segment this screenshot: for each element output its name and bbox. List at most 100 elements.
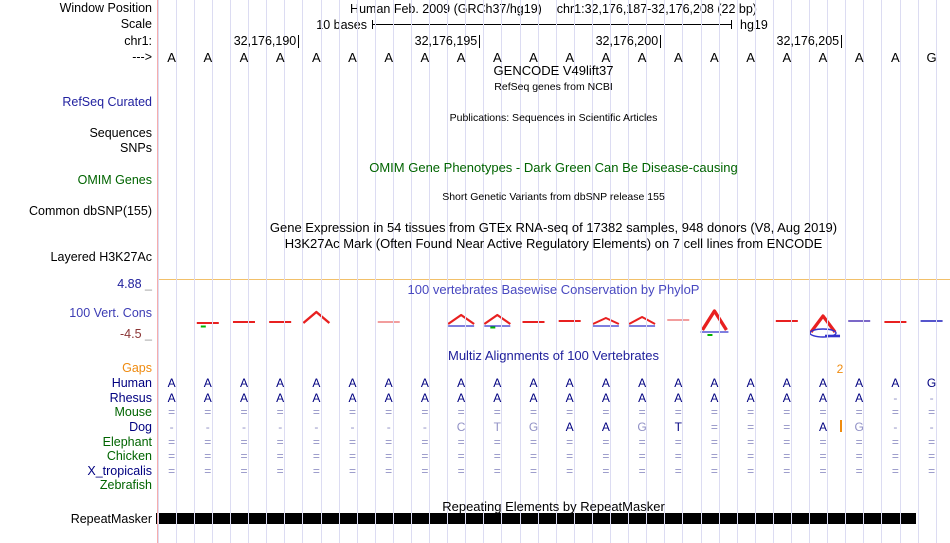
alignment-cell-chicken: = [674,449,682,463]
gridline [754,0,756,543]
alignment-cell-x_tropicalis: = [819,464,827,478]
alignment-cell-elephant: = [819,435,827,449]
alignment-cell-elephant: = [276,435,284,449]
base-letter: A [384,50,394,65]
gridline [338,0,340,543]
alignment-cell-x_tropicalis: = [493,464,501,478]
alignment-cell-mouse: = [168,405,176,419]
alignment-cell-elephant: = [421,435,429,449]
gridline [374,0,376,543]
track-label-human[interactable]: Human [111,376,152,390]
alignment-cell-dog: - [242,420,246,434]
h3k27ac-baseline[interactable] [157,279,950,280]
alignment-cell-mouse: = [747,405,755,419]
gridline [809,0,810,543]
gridline [429,0,430,543]
alignment-cell-human: A [203,376,212,390]
base-letter: A [203,50,213,65]
track-label-100-vert-cons[interactable]: 100 Vert. Cons [69,306,152,320]
track-label-snps[interactable]: SNPs [120,141,152,155]
base-letter: A [275,50,285,65]
track-label-repeatmasker[interactable]: RepeatMasker [70,512,152,526]
gridline [682,0,684,543]
gridline [881,0,883,543]
gridline [790,0,792,543]
gtex-title: Gene Expression in 54 tissues from GTEx … [269,220,838,235]
conservation-mark [809,328,837,338]
alignment-cell-x_tropicalis: = [747,464,755,478]
track-label-dog[interactable]: Dog [129,420,152,434]
alignment-cell-mouse: = [855,405,863,419]
alignment-cell-chicken: = [529,449,537,463]
track-label-common-dbsnp[interactable]: Common dbSNP(155) [29,204,152,218]
conservation-mark [701,309,728,331]
alignment-cell-dog: G [637,420,647,434]
conservation-mark [483,313,511,325]
track-label-x-tropicalis[interactable]: X_tropicalis [87,464,152,478]
gridline [845,0,847,543]
alignment-cell-x_tropicalis: = [240,464,248,478]
alignment-cell-mouse: = [529,405,537,419]
alignment-cell-human: A [348,376,357,390]
gridline [392,0,394,543]
track-label-scale: Scale [120,17,152,31]
alignment-cell-chicken: = [855,449,863,463]
ruler-tick-label: 32,176,190 [233,34,297,48]
track-label-elephant[interactable]: Elephant [102,435,152,449]
gridline [573,0,575,543]
repeatmasker-bar[interactable] [156,513,916,524]
base-letter: A [239,50,249,65]
alignment-cell-rhesus: A [312,391,321,405]
alignment-cell-chicken: = [493,449,501,463]
alignment-cell-elephant: = [312,435,320,449]
gridline [537,0,539,543]
track-label-rhesus[interactable]: Rhesus [109,391,152,405]
alignment-cell-human: A [710,376,719,390]
conservation-mark [592,317,620,325]
gridline [356,0,358,543]
alignment-cell-dog: - [205,420,210,434]
alignment-cell-mouse: = [566,405,574,419]
alignment-cell-dog: G [854,420,864,434]
track-label-chicken[interactable]: Chicken [106,449,152,463]
track-label-mouse[interactable]: Mouse [114,405,152,419]
window-position-header: Human Feb. 2009 (GRCh37/hg19) chr1:32,17… [157,2,950,16]
alignment-cell-elephant: = [747,435,755,449]
alignment-cell-elephant: = [638,435,646,449]
conservation-lower-limit: -4.5 _ [120,327,152,341]
alignment-cell-chicken: = [312,449,320,463]
ruler-tick [841,35,843,48]
track-label-zebrafish[interactable]: Zebrafish [99,478,152,492]
alignment-cell-human: A [312,376,321,390]
track-label-strand: ---> [132,50,152,64]
alignment-cell-human: A [420,376,429,390]
alignment-cell-human: A [457,376,466,390]
alignment-cell-elephant: = [928,435,936,449]
alignment-cell-mouse: = [276,405,284,419]
alignment-cell-chicken: = [421,449,429,463]
alignment-cell-mouse: = [891,405,899,419]
alignment-cell-chicken: = [891,449,899,463]
base-letter: A [782,50,792,65]
track-label-sequences[interactable]: Sequences [89,126,152,140]
alignment-cell-mouse: = [783,405,791,419]
track-label-refseq-curated[interactable]: RefSeq Curated [62,95,152,109]
track-label-layered-h3k27ac[interactable]: Layered H3K27Ac [50,250,152,264]
alignment-cell-elephant: = [240,435,248,449]
ruler-tick-label: 32,176,195 [414,34,478,48]
alignment-cell-mouse: = [819,405,827,419]
alignment-cell-dog: A [818,420,827,434]
alignment-cell-dog: - [350,420,355,434]
alignment-cell-x_tropicalis: = [710,464,718,478]
base-letter: A [746,50,755,65]
alignment-cell-rhesus: A [384,391,393,405]
track-label-omim-genes[interactable]: OMIM Genes [77,173,152,187]
alignment-cell-elephant: = [204,435,212,449]
alignment-cell-mouse: = [312,405,320,419]
alignment-cell-mouse: = [240,405,248,419]
multiz-title: Multiz Alignments of 100 Vertebrates [447,348,659,363]
conservation-mark [809,314,837,333]
base-letter: A [710,50,719,65]
gridline [935,0,937,543]
track-label-gaps[interactable]: Gaps [122,361,152,375]
